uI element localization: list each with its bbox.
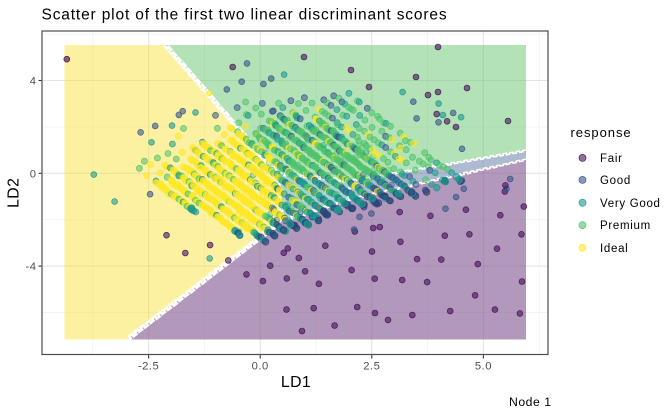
svg-text:Scatter plot of the first two: Scatter plot of the first two linear dis…	[42, 6, 448, 23]
svg-text:0: 0	[30, 168, 37, 180]
svg-text:0.0: 0.0	[252, 361, 269, 373]
svg-text:response: response	[571, 125, 632, 140]
svg-text:2.5: 2.5	[363, 361, 380, 373]
svg-text:LD1: LD1	[281, 374, 311, 391]
svg-text:5.0: 5.0	[475, 361, 492, 373]
svg-text:-2.5: -2.5	[138, 361, 159, 373]
svg-text:Ideal: Ideal	[600, 243, 628, 255]
svg-text:Very Good: Very Good	[600, 198, 661, 210]
svg-text:Good: Good	[600, 175, 631, 187]
svg-text:Premium: Premium	[600, 220, 651, 232]
svg-text:LD2: LD2	[6, 178, 23, 208]
svg-text:4: 4	[30, 76, 37, 88]
svg-text:Fair: Fair	[600, 153, 623, 165]
svg-text:-4: -4	[26, 261, 37, 273]
svg-text:Node 1: Node 1	[509, 395, 552, 409]
